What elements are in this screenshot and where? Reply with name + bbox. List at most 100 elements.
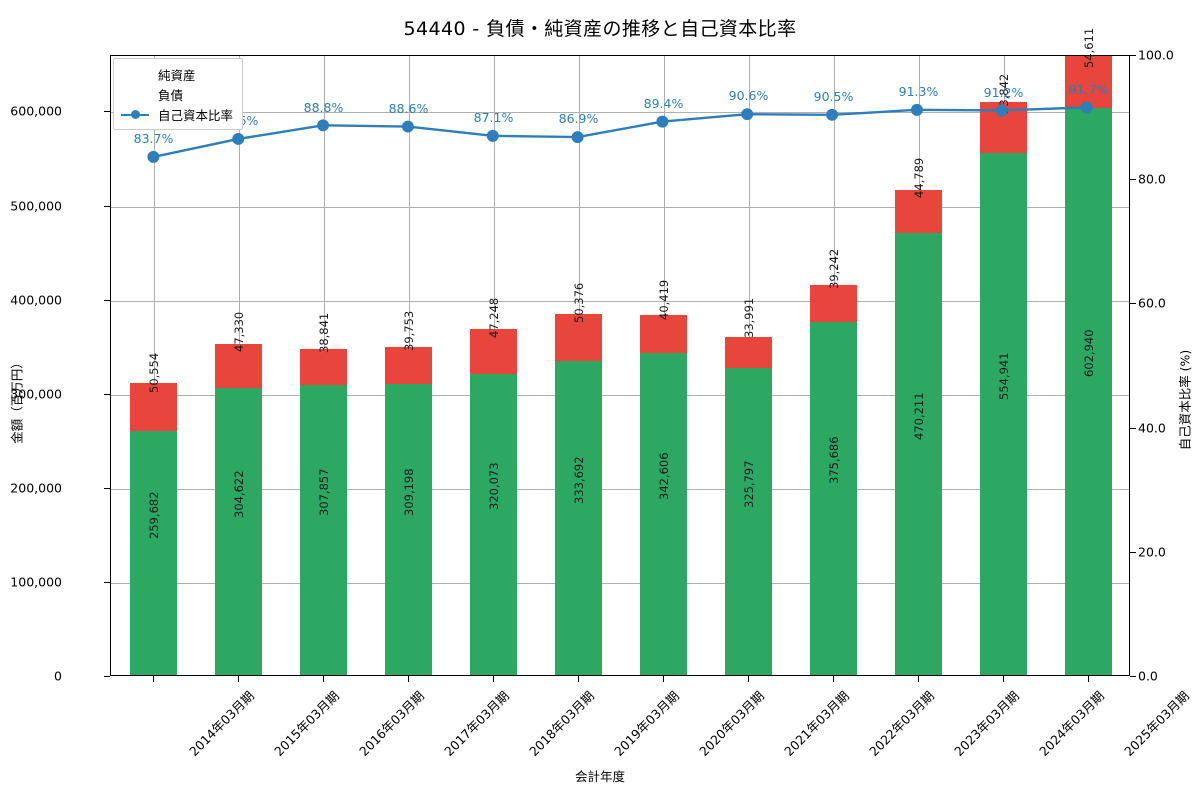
bar-segment-liability[interactable]: 39,242 — [810, 249, 857, 322]
y-tick-mark-left — [104, 676, 110, 677]
bar-segment-liability[interactable]: 38,841 — [300, 313, 347, 386]
y-tick-mark-right — [1130, 676, 1136, 677]
bar-segment-equity[interactable]: 342,606 — [640, 352, 687, 675]
y-axis-tick-left: 500,000 — [10, 198, 62, 214]
bar-group[interactable]: 320,073 47,248 — [470, 297, 517, 675]
x-axis-tick-label: 2016年03月期 — [355, 688, 427, 759]
bar-group[interactable]: 307,857 38,841 — [300, 313, 347, 675]
bar-group[interactable]: 309,198 39,753 — [385, 311, 432, 675]
y-axis-tick-left: 400,000 — [10, 292, 62, 308]
bar-segment-equity[interactable]: 375,686 — [810, 321, 857, 675]
bar-segment-liability[interactable]: 47,248 — [470, 297, 517, 374]
x-axis-tick-label: 2017年03月期 — [440, 688, 512, 759]
bar-segment-liability[interactable]: 44,789 — [895, 157, 942, 233]
ratio-line-marker[interactable] — [232, 132, 245, 145]
ratio-line-marker[interactable] — [1080, 101, 1093, 114]
legend-label-ratio: 自己資本比率 — [158, 107, 234, 123]
ratio-line-marker[interactable] — [571, 131, 584, 144]
x-axis-tick-label: 2018年03月期 — [525, 688, 597, 759]
gridline-horizontal — [111, 394, 1129, 396]
bar-segment-liability[interactable]: 33,991 — [725, 298, 772, 369]
x-axis-tick-label: 2023年03月期 — [950, 688, 1022, 759]
bar-group[interactable]: 333,692 50,376 — [555, 283, 602, 675]
y-tick-mark-left — [104, 205, 110, 207]
y-tick-mark-right — [1130, 427, 1136, 429]
bar-segment-liability[interactable]: 40,419 — [640, 279, 687, 353]
y-axis-tick-right: 80.0 — [1138, 171, 1166, 187]
ratio-line-marker[interactable] — [995, 104, 1008, 117]
bar-group[interactable]: 375,686 39,242 — [810, 249, 857, 675]
bar-group[interactable]: 342,606 40,419 — [640, 279, 687, 675]
legend-label-equity: 純資産 — [158, 67, 196, 83]
x-tick-mark — [832, 676, 834, 682]
gridline-horizontal — [111, 300, 1129, 302]
bar-segment-equity[interactable]: 470,211 — [895, 232, 942, 675]
bar-segment-liability[interactable]: 50,376 — [555, 283, 602, 362]
x-tick-mark — [322, 676, 324, 682]
ratio-line-layer — [147, 101, 1093, 163]
y-tick-mark-left — [104, 299, 110, 301]
plot-area: 259,682 50,554 304,622 47,330 307,857 38,841 3… — [110, 28, 1130, 676]
y-tick-mark-right — [1130, 179, 1136, 181]
x-tick-mark — [917, 676, 919, 682]
y-axis-tick-right: 40.0 — [1138, 420, 1166, 436]
y-tick-mark-right — [1130, 303, 1136, 305]
ratio-line-marker[interactable] — [401, 120, 414, 133]
bar-group[interactable]: 259,682 50,554 — [130, 353, 177, 675]
bar-segment-equity[interactable]: 309,198 — [385, 384, 432, 675]
ratio-line-marker[interactable] — [317, 119, 330, 132]
x-tick-mark — [152, 676, 154, 682]
x-axis-tick-label: 2024年03月期 — [1035, 688, 1107, 759]
bar-segment-equity[interactable]: 602,940 — [1065, 107, 1112, 675]
bar-group[interactable]: 304,622 47,330 — [215, 312, 262, 675]
legend-item-liability: 負債 — [121, 84, 233, 104]
x-axis-tick-label: 2025年03月期 — [1120, 688, 1192, 759]
chart-title: 54440 - 負債・純資産の推移と自己資本比率 — [403, 18, 797, 40]
ratio-line-path — [153, 106, 1087, 159]
x-axis-tick-label: 2022年03月期 — [865, 688, 937, 759]
bar-group[interactable]: 602,940 54,611 — [1065, 28, 1112, 675]
ratio-line-marker[interactable] — [147, 150, 160, 163]
y-axis-tick-left: 600,000 — [10, 103, 62, 119]
bar-segment-liability[interactable]: 54,611 — [1065, 28, 1112, 108]
bar-segment-liability[interactable]: 47,330 — [215, 312, 262, 389]
bar-segment-equity[interactable]: 259,682 — [130, 430, 177, 675]
y-axis-tick-left: 0 — [54, 668, 62, 684]
ratio-line-marker[interactable] — [910, 103, 923, 116]
ratio-line-marker[interactable] — [741, 108, 754, 121]
x-axis-tick-label: 2015年03月期 — [270, 688, 342, 759]
y-tick-mark-right — [1130, 55, 1136, 56]
x-tick-mark — [577, 676, 579, 682]
x-axis-tick-label: 2021年03月期 — [780, 688, 852, 759]
chart-legend: 純資産 負債 自己資本比率 — [113, 58, 244, 130]
ratio-line-marker[interactable] — [826, 108, 839, 121]
legend-item-equity: 純資産 — [121, 64, 233, 84]
legend-label-liability: 負債 — [158, 87, 184, 103]
bar-segment-equity[interactable]: 307,857 — [300, 385, 347, 675]
y-axis-label-right: 自己資本比率 (%) — [1177, 349, 1193, 451]
y-tick-mark-left — [104, 393, 110, 395]
bar-segment-liability[interactable]: 50,554 — [130, 353, 177, 431]
ratio-line-marker[interactable] — [486, 129, 499, 142]
red-swatch-icon — [121, 89, 149, 100]
bar-group[interactable]: 325,797 33,991 — [725, 298, 772, 675]
bar-group[interactable]: 470,211 44,789 — [895, 157, 942, 675]
bar-group[interactable]: 554,941 53,842 — [980, 73, 1027, 675]
y-axis-tick-right: 100.0 — [1138, 47, 1174, 63]
y-axis-tick-left: 100,000 — [10, 574, 62, 590]
bar-segment-liability[interactable]: 39,753 — [385, 311, 432, 385]
y-tick-mark-left — [104, 487, 110, 489]
ratio-line-marker[interactable] — [656, 115, 669, 128]
x-axis-tick-label: 2019年03月期 — [610, 688, 682, 759]
bar-segment-equity[interactable]: 320,073 — [470, 373, 517, 675]
gridline-horizontal — [111, 488, 1129, 490]
legend-item-ratio: 自己資本比率 — [121, 104, 233, 124]
green-swatch-icon — [121, 69, 149, 80]
bar-segment-equity[interactable]: 333,692 — [555, 361, 602, 675]
bar-segment-equity[interactable]: 304,622 — [215, 388, 262, 675]
y-axis-tick-right: 60.0 — [1138, 295, 1166, 311]
gridline-horizontal — [111, 112, 1129, 114]
x-tick-mark — [1002, 676, 1004, 682]
bar-segment-equity[interactable]: 325,797 — [725, 368, 772, 675]
bar-segment-equity[interactable]: 554,941 — [980, 152, 1027, 675]
